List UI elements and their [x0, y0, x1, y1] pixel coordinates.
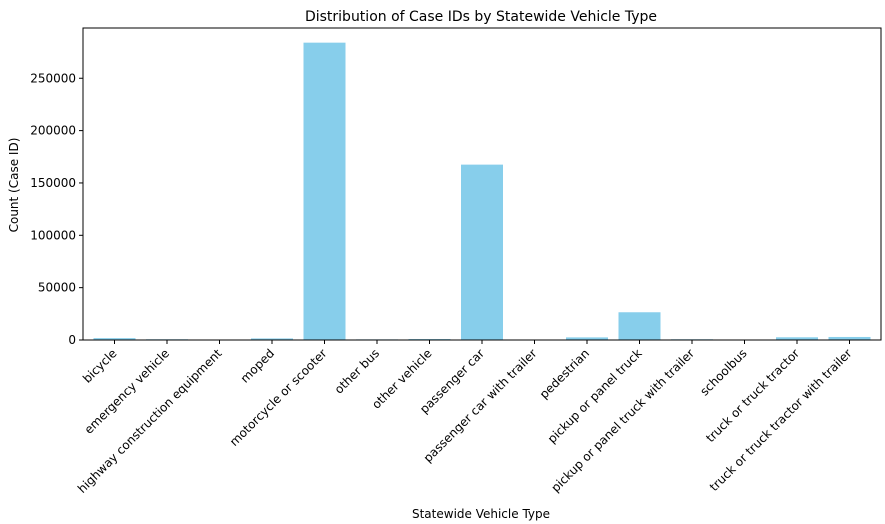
x-axis-label: Statewide Vehicle Type	[412, 507, 550, 521]
y-tick-label: 200000	[30, 124, 76, 138]
bar-truck-or-truck-tractor	[776, 337, 818, 340]
x-tick-label: moped	[238, 346, 277, 385]
bars-group	[93, 42, 871, 341]
y-tick-label: 250000	[30, 71, 76, 85]
x-tick-label: truck or truck tractor	[703, 346, 802, 445]
x-tick-label: bicycle	[80, 346, 120, 386]
chart-title: Distribution of Case IDs by Statewide Ve…	[305, 9, 657, 25]
x-tick-label: schoolbus	[697, 346, 749, 398]
y-tick-label: 100000	[30, 228, 76, 242]
x-tick-label: passenger car with trailer	[421, 346, 540, 465]
x-tick-label: other bus	[332, 346, 382, 396]
x-tick-label: pedestrian	[537, 346, 592, 401]
y-tick-label: 50000	[38, 281, 76, 295]
bar-pickup-or-panel-truck	[618, 312, 661, 340]
plot-frame	[82, 27, 882, 341]
y-tick-label: 150000	[30, 176, 76, 190]
y-axis: 0 50000 100000 150000 200000 250000	[30, 71, 83, 347]
bar-motorcycle-or-scooter	[303, 42, 346, 341]
bar-bicycle	[93, 338, 136, 340]
bar-moped	[251, 338, 293, 340]
x-tick-label: motorcycle or scooter	[227, 346, 330, 449]
y-axis-label: Count (Case ID)	[7, 138, 21, 233]
y-tick-label: 0	[68, 333, 76, 347]
bar-pedestrian	[566, 337, 608, 340]
x-tick-label: pickup or panel truck	[545, 346, 645, 446]
bar-truck-or-truck-tractor-with-trailer	[828, 336, 871, 340]
bar-passenger-car	[461, 164, 503, 340]
